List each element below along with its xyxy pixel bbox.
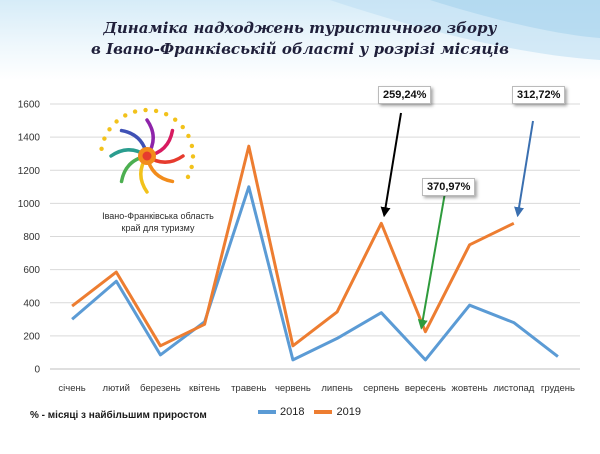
title-line-2: в Івано-Франківській області у розрізі м… xyxy=(91,40,509,58)
x-axis-ticks: січень лютий березень квітень травень червень… xyxy=(58,383,575,394)
x-tick-label: січень xyxy=(58,383,85,394)
logo-star xyxy=(186,133,191,139)
logo-star xyxy=(114,119,119,124)
callout-arrows xyxy=(380,112,534,330)
callout-label-veresen: 370,97% xyxy=(422,178,476,196)
x-tick-label: серпень xyxy=(363,383,399,394)
x-tick-label: жовтень xyxy=(451,383,487,394)
header-swoosh xyxy=(330,0,600,60)
logo-star xyxy=(189,143,195,149)
logo-caption: Івано-Франківська область край для туриз… xyxy=(93,210,223,234)
legend-label-2018: 2018 xyxy=(280,406,305,418)
y-tick-label: 200 xyxy=(23,331,40,342)
logo-star xyxy=(172,117,178,122)
logo-star xyxy=(107,127,112,132)
x-tick-label: лютий xyxy=(103,383,130,394)
title-line-1: Динаміка надходжень туристичного збору xyxy=(103,19,497,37)
legend-item-2019: 2019 xyxy=(314,406,361,418)
y-tick-label: 1200 xyxy=(18,166,41,177)
legend-swatch-2018 xyxy=(258,410,276,414)
logo-line-2: край для туризму xyxy=(121,223,195,233)
x-tick-label: листопад xyxy=(493,383,535,394)
callout-arrow xyxy=(380,112,402,218)
callout-label-lystopad: 312,72% xyxy=(512,86,566,104)
logo-graphic xyxy=(99,107,196,194)
chart-svg: 0 200 400 600 800 1000 1200 1400 1600 січень люти… xyxy=(18,100,580,394)
y-axis-ticks: 0 200 400 600 800 1000 1200 1400 1600 xyxy=(18,100,41,376)
logo-star xyxy=(189,164,194,170)
y-tick-label: 1600 xyxy=(18,100,41,111)
logo-star xyxy=(163,111,169,117)
callout-arrow xyxy=(514,120,534,218)
logo-star xyxy=(185,174,191,180)
logo-star xyxy=(143,107,148,113)
x-tick-label: червень xyxy=(275,383,311,394)
page-title: Динаміка надходжень туристичного збору в… xyxy=(0,18,600,60)
logo-star xyxy=(180,124,185,130)
logo-star xyxy=(123,113,128,118)
x-tick-label: травень xyxy=(231,383,266,394)
legend-label-2019: 2019 xyxy=(336,406,361,418)
logo-center-inner xyxy=(142,151,152,161)
x-tick-label: березень xyxy=(140,383,181,394)
series-layer xyxy=(71,144,559,362)
series-line-2019 xyxy=(71,144,515,348)
series-line-2018 xyxy=(71,185,559,362)
y-tick-label: 400 xyxy=(23,298,40,309)
logo-star xyxy=(153,108,159,114)
x-tick-label: вересень xyxy=(405,383,446,394)
logo-star xyxy=(190,154,196,159)
x-tick-label: липень xyxy=(321,383,353,394)
logo-line-1: Івано-Франківська область xyxy=(102,211,214,221)
logo-star xyxy=(102,136,107,141)
y-tick-label: 1000 xyxy=(18,199,41,210)
y-tick-label: 600 xyxy=(23,265,40,276)
logo-star xyxy=(99,146,104,152)
legend-swatch-2019 xyxy=(314,410,333,414)
footnote: % - місяці з найбільшим приростом xyxy=(30,410,207,421)
legend: 2018 2019 xyxy=(258,404,371,420)
y-tick-label: 800 xyxy=(23,232,40,243)
chart: 0 200 400 600 800 1000 1200 1400 1600 січень люти… xyxy=(0,85,600,450)
y-tick-label: 0 xyxy=(34,365,40,376)
callout-label-serpen: 259,24% xyxy=(378,86,432,104)
x-tick-label: грудень xyxy=(541,383,575,394)
x-tick-label: квітень xyxy=(189,383,220,394)
y-tick-label: 1400 xyxy=(18,133,41,144)
logo-star xyxy=(132,109,138,114)
callout-arrow xyxy=(417,186,447,330)
legend-item-2018: 2018 xyxy=(258,406,304,418)
